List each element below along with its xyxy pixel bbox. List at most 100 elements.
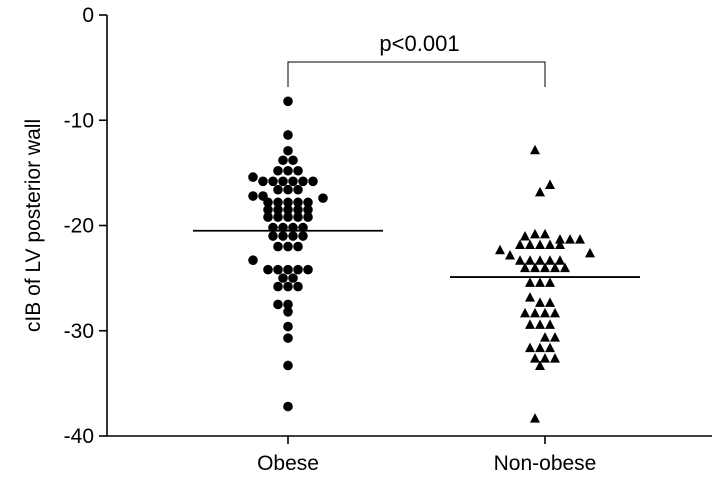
p-value-label: p<0.001 xyxy=(379,31,459,56)
significance-bracket xyxy=(287,61,546,87)
non-obese-point xyxy=(550,262,560,273)
non-obese-point xyxy=(545,277,555,287)
non-obese-point xyxy=(515,255,525,265)
obese-point xyxy=(283,197,293,208)
non-obese-point xyxy=(535,319,545,329)
non-obese-point xyxy=(535,239,545,249)
non-obese-point xyxy=(505,249,515,260)
obese-point xyxy=(273,184,283,195)
non-obese-point xyxy=(575,234,585,244)
x-tick-label: Non-obese xyxy=(494,452,597,475)
obese-point xyxy=(318,193,328,203)
non-obese-point xyxy=(525,255,535,265)
obese-point xyxy=(268,176,278,187)
obese-point xyxy=(283,307,293,317)
obese-point xyxy=(283,184,293,195)
obese-point xyxy=(258,176,268,187)
non-obese-point xyxy=(525,239,535,249)
mean-lines xyxy=(193,229,640,278)
obese-point xyxy=(283,299,293,310)
obese-point xyxy=(273,281,283,292)
obese-point xyxy=(283,401,293,412)
non-obese-point xyxy=(555,239,565,249)
non-obese-point xyxy=(555,234,565,244)
obese-point xyxy=(293,281,303,292)
x-axis: Obese Non-obese xyxy=(107,435,712,475)
non-obese-point xyxy=(565,234,575,244)
non-obese-point xyxy=(545,239,555,249)
non-obese-point xyxy=(540,262,550,273)
non-obese-point xyxy=(525,342,535,353)
obese-point xyxy=(298,176,308,187)
obese-point xyxy=(268,231,278,241)
non-obese-point xyxy=(550,353,560,363)
non-obese-point xyxy=(530,307,540,318)
non-obese-point xyxy=(520,307,530,318)
y-tick-label: -40 xyxy=(64,425,94,448)
obese-point xyxy=(293,241,303,252)
obese-point xyxy=(273,241,283,252)
obese-point xyxy=(283,130,293,140)
non-obese-point xyxy=(535,360,545,370)
non-obese-point xyxy=(530,353,540,363)
obese-point xyxy=(278,273,288,283)
non-obese-point xyxy=(525,277,535,287)
obese-point xyxy=(248,172,258,182)
obese-point xyxy=(293,212,303,222)
obese-point xyxy=(263,204,273,215)
obese-point xyxy=(283,204,293,215)
non-obese-point xyxy=(530,228,540,239)
non-obese-point xyxy=(540,307,550,318)
obese-point xyxy=(278,155,288,166)
obese-point xyxy=(288,231,298,241)
obese-point xyxy=(273,299,283,310)
obese-point xyxy=(303,212,313,222)
non-obese-point xyxy=(495,244,505,255)
obese-point xyxy=(283,360,293,371)
non-obese-point xyxy=(555,255,565,265)
non-obese-point xyxy=(540,228,550,239)
obese-point xyxy=(293,264,303,275)
non-obese-point xyxy=(525,319,535,329)
data-points xyxy=(248,96,595,423)
obese-point xyxy=(308,176,318,187)
non-obese-point xyxy=(540,353,550,363)
obese-point xyxy=(283,165,293,176)
obese-point xyxy=(288,176,298,187)
non-obese-point xyxy=(525,292,535,302)
y-tick-label: -30 xyxy=(64,320,94,343)
non-obese-point xyxy=(545,255,555,265)
non-obese-point xyxy=(535,342,545,353)
x-tick-label: Obese xyxy=(257,452,319,475)
y-tick-label: 0 xyxy=(82,4,94,27)
obese-point xyxy=(303,204,313,215)
non-obese-point xyxy=(550,307,560,318)
non-obese-point xyxy=(535,277,545,287)
non-obese-point xyxy=(535,255,545,265)
non-obese-point xyxy=(545,179,555,189)
obese-point xyxy=(293,184,303,195)
obese-point xyxy=(283,145,293,156)
non-obese-point xyxy=(545,342,555,353)
obese-point xyxy=(248,191,258,201)
obese-point xyxy=(273,165,283,176)
obese-point xyxy=(248,255,258,266)
non-obese-point xyxy=(545,297,555,307)
obese-point xyxy=(283,241,293,252)
non-obese-point xyxy=(520,231,530,241)
obese-point xyxy=(293,197,303,208)
obese-point xyxy=(273,197,283,208)
non-obese-point xyxy=(550,332,560,342)
obese-point xyxy=(303,197,313,208)
non-obese-point xyxy=(530,413,540,423)
obese-point xyxy=(293,204,303,215)
non-obese-point xyxy=(535,186,545,197)
obese-point xyxy=(263,212,273,222)
obese-point xyxy=(273,264,283,275)
non-obese-point xyxy=(540,332,550,342)
non-obese-point xyxy=(530,262,540,273)
non-obese-point xyxy=(545,319,555,329)
obese-point xyxy=(263,197,273,208)
non-obese-point xyxy=(530,144,540,155)
